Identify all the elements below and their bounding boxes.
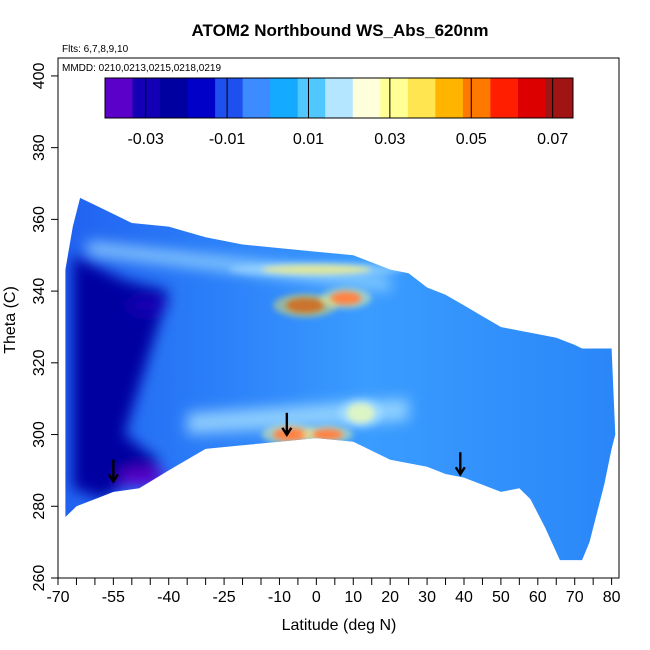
y-axis-label: Theta (C): [2, 286, 19, 354]
x-tick-label: 80: [603, 589, 621, 606]
colorbar-segment: [297, 78, 326, 118]
y-tick-label: 260: [31, 565, 48, 592]
colorbar-segment: [160, 78, 189, 118]
colorbar-segment: [187, 78, 216, 118]
negative-lobe-south-upper: [126, 295, 167, 316]
y-axis: 260 280 300 320 340 360 380 400: [31, 62, 58, 591]
colorbar-segment: [490, 78, 519, 118]
x-axis: -70 -55 -40 -25 -10 0 10 20 30 40 50 60 70 80: [46, 578, 621, 606]
y-tick-label: 400: [31, 62, 48, 89]
plot-frame: [57, 57, 620, 579]
flights-note: Flts: 6,7,8,9,10: [62, 44, 129, 55]
negative-region: [72, 255, 169, 500]
colorbar-segment: [215, 78, 244, 118]
y-tick-label: 320: [31, 349, 48, 376]
colorbar-segment: [325, 78, 354, 118]
x-tick-label: -40: [157, 589, 180, 606]
x-tick-label: 50: [492, 589, 510, 606]
negative-lobe-south-lower: [118, 468, 167, 487]
x-tick-label: -10: [268, 589, 291, 606]
colorbar-segment: [132, 78, 161, 118]
colorbar-tick-label: 0.03: [374, 131, 405, 148]
colorbar-segment: [380, 78, 409, 118]
colorbar-segment: [517, 78, 546, 118]
light-band-upper: [87, 240, 391, 292]
x-tick-label: -25: [213, 589, 236, 606]
x-tick-label: 10: [344, 589, 362, 606]
x-tick-label: 0: [312, 589, 321, 606]
positive-tail-lower-halo: [338, 398, 384, 429]
y-tick-label: 340: [31, 278, 48, 305]
colorbar-segment: [435, 78, 464, 118]
y-tick-label: 300: [31, 421, 48, 448]
colorbar-tick-label: 0.05: [456, 131, 487, 148]
tropopause-arrow: [281, 412, 293, 438]
tropopause-arrows: [107, 412, 466, 484]
colorbar-segment: [270, 78, 299, 118]
positive-secondary-upper-halo: [320, 287, 372, 309]
x-tick-label: 30: [418, 589, 436, 606]
y-tick-label: 360: [31, 206, 48, 233]
colorbar-segment: [407, 78, 436, 118]
colorbar-tick-label: -0.01: [209, 131, 246, 148]
tropopause-arrow: [454, 452, 466, 477]
dates-note: MMDD: 0210,0213,0215,0218,0219: [62, 63, 221, 74]
colorbar-segment: [462, 78, 491, 118]
colorbar-tick-label: -0.03: [127, 131, 164, 148]
tropopause-arrow: [107, 459, 119, 484]
colorbar-tick-label: 0.07: [537, 131, 568, 148]
colorbar-segment: [105, 78, 134, 118]
x-tick-label: 20: [381, 589, 399, 606]
y-tick-label: 380: [31, 134, 48, 161]
colorbar-tick-label: 0.01: [293, 131, 324, 148]
colorbar-segment: [545, 78, 574, 118]
x-tick-label: 70: [566, 589, 584, 606]
colorbar-frame: [104, 77, 574, 119]
x-axis-label: Latitude (deg N): [282, 617, 397, 634]
x-tick-label: 40: [455, 589, 473, 606]
positive-secondary-lower-halo: [301, 425, 354, 444]
x-tick-label: 60: [529, 589, 547, 606]
positive-band-upper-halo: [228, 262, 405, 278]
negative-core-south: [72, 255, 169, 500]
colorbar: -0.03 -0.01 0.01 0.03 0.05 0.07: [104, 77, 574, 148]
colorbar-segment: [352, 78, 381, 118]
colorbar-segment: [242, 78, 271, 118]
chart-title: ATOM2 Northbound WS_Abs_620nm: [192, 21, 489, 40]
x-tick-label: -70: [46, 589, 69, 606]
y-tick-label: 280: [31, 493, 48, 520]
x-tick-label: -55: [102, 589, 125, 606]
